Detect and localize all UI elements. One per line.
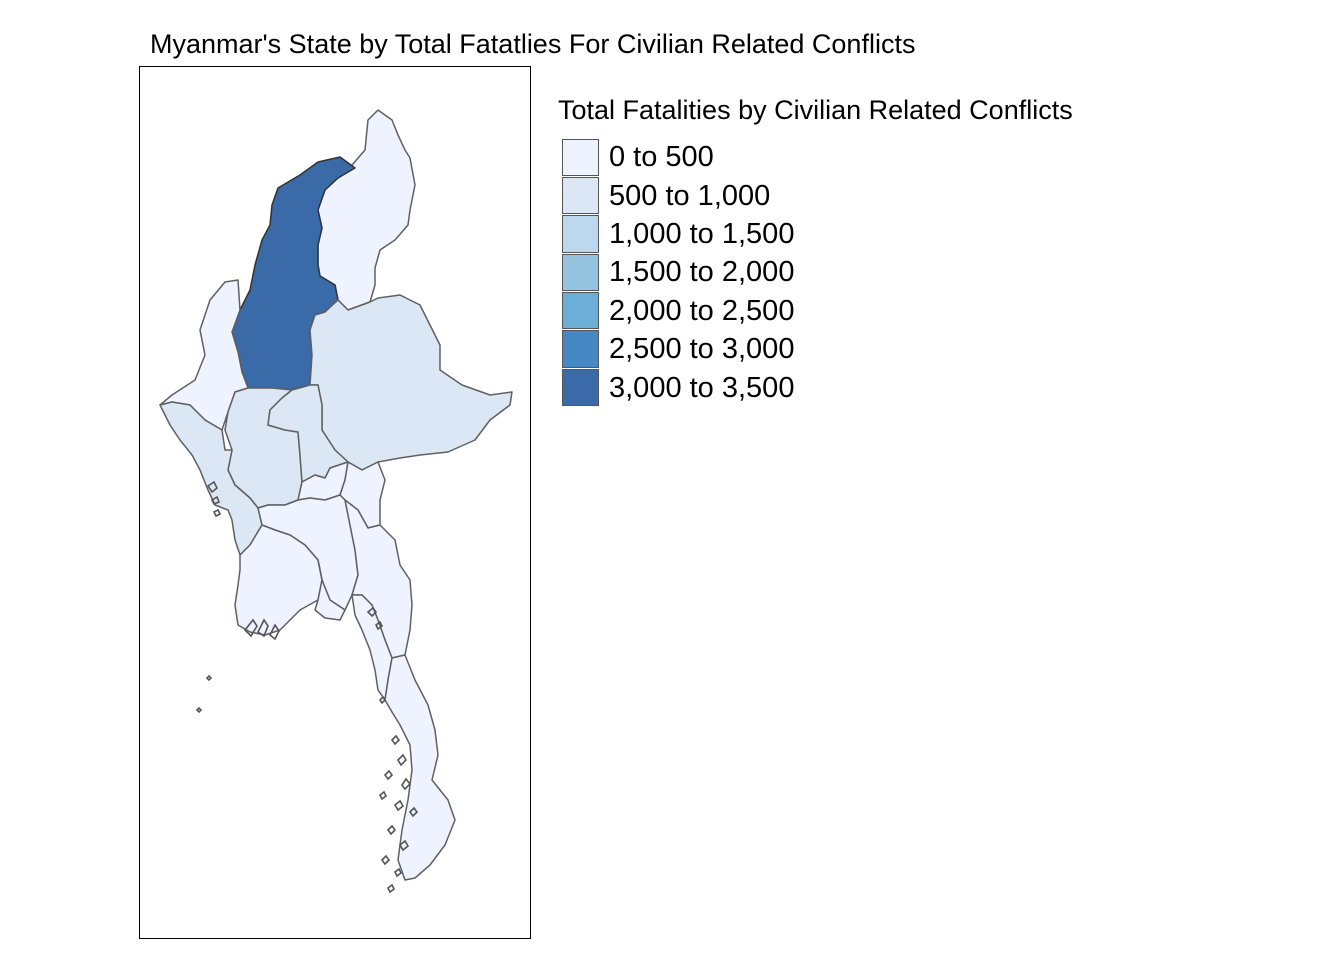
legend-label: 3,000 to 3,500 — [609, 371, 795, 404]
region-kachin[interactable] — [317, 109, 416, 311]
legend-label: 500 to 1,000 — [609, 179, 771, 212]
legend-title: Total Fatalities by Civilian Related Con… — [558, 95, 1073, 125]
region-chin[interactable] — [159, 279, 249, 431]
legend-swatch — [562, 330, 599, 368]
legend-swatch — [562, 292, 599, 330]
legend-item: 2,000 to 2,500 — [558, 292, 1073, 330]
legend-label: 1,500 to 2,000 — [609, 256, 795, 289]
legend-item: 500 to 1,000 — [558, 176, 1073, 215]
region-yangon[interactable] — [314, 559, 346, 621]
legend-item: 2,500 to 3,000 — [558, 330, 1073, 368]
legend: Total Fatalities by Civilian Related Con… — [558, 92, 1073, 407]
legend-swatch — [562, 368, 599, 407]
region-tanintharyi[interactable] — [384, 654, 456, 881]
islands-group — [195, 480, 419, 894]
legend-items: 0 to 500 500 to 1,000 1,000 to 1,500 1,5… — [558, 138, 1073, 407]
legend-item: 0 to 500 — [558, 138, 1073, 176]
legend-item: 1,500 to 2,000 — [558, 253, 1073, 292]
legend-label: 2,000 to 2,500 — [609, 294, 795, 327]
legend-label: 1,000 to 1,500 — [609, 217, 795, 250]
legend-swatch — [562, 176, 599, 215]
legend-label: 0 to 500 — [609, 141, 714, 174]
legend-item: 1,000 to 1,500 — [558, 215, 1073, 253]
legend-swatch — [562, 215, 599, 253]
legend-item: 3,000 to 3,500 — [558, 368, 1073, 407]
region-shan[interactable] — [309, 294, 513, 471]
legend-label: 2,500 to 3,000 — [609, 333, 795, 366]
legend-swatch — [562, 253, 599, 292]
region-ayeyarwady[interactable] — [234, 524, 323, 636]
legend-swatch — [562, 138, 599, 176]
map-title: Myanmar's State by Total Fatatlies For C… — [150, 29, 916, 59]
